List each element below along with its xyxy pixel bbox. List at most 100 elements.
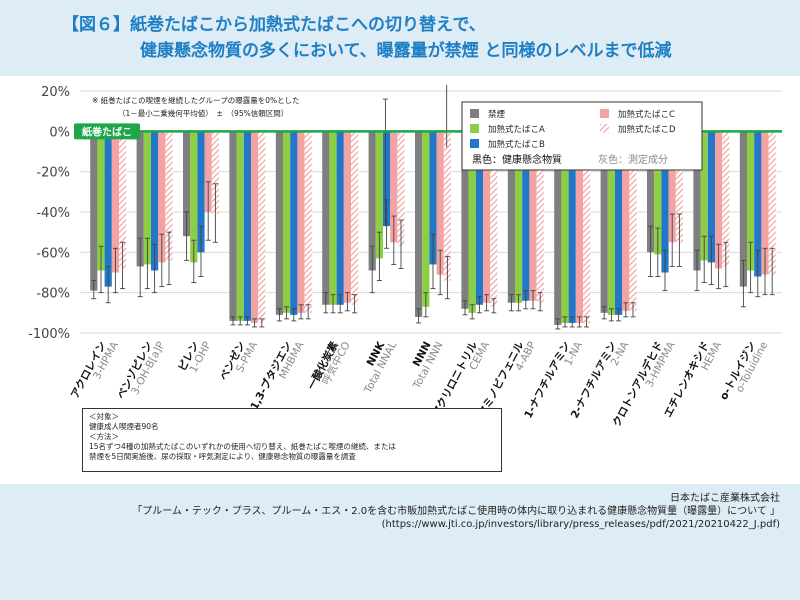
bar [568,131,576,323]
source-url: (https://www.jti.co.jp/investors/library… [381,519,780,530]
y-tick-label: -20% [36,166,70,181]
legend-label: 禁煙 [488,110,506,120]
bar [561,131,569,323]
bar [583,131,591,323]
y-tick-label: 20% [41,85,70,100]
bar [190,131,198,263]
bar [490,131,498,307]
bar [165,131,173,261]
bar [97,131,105,271]
bar [661,131,669,273]
legend-label: 加熱式たばこA [488,124,545,135]
bar [754,131,762,277]
bar [211,131,219,215]
bar [622,131,630,311]
bar [536,131,544,303]
bar [322,131,330,305]
title-line-2: 健康懸念物質の多くにおいて、曝露量が禁煙 と同様のレベルまで低減 [140,41,672,61]
legend-footer-black: 黒色：健康懸念物質 [472,153,562,166]
bar [675,131,683,243]
bar [111,131,119,273]
methods-box: ＜対象＞ 健康成人喫煙者90名 ＜方法＞ 15名ずつ4種の加熱式たばこのいずれか… [82,408,502,472]
legend-swatch [470,109,479,118]
bar [668,131,676,243]
legend: 禁煙 加熱式たばこC 加熱式たばこA 加熱式たばこD 加熱式たばこB 黒色：健康懸念物質 灰… [461,101,703,171]
legend-swatch [600,124,609,133]
bar [600,131,608,313]
bar [119,131,127,269]
bar [397,131,405,247]
bar [197,131,205,253]
bar-series [90,131,776,325]
bar [143,131,151,265]
bar [304,131,312,313]
bar [715,131,723,269]
bar [343,131,351,303]
bar [707,131,715,263]
bar [183,131,191,237]
legend-footer-gray: 灰色：測定成分 [598,153,668,166]
y-axis: 20% 0% -20% -40% -60% -80% -100% [28,85,70,342]
legend-swatch [600,109,609,118]
bar [468,131,476,313]
bar [761,131,769,275]
bar [436,131,444,275]
bar [422,131,430,307]
methods-subject-heading: ＜対象＞ [89,412,119,421]
bar [515,131,523,303]
bar [136,131,144,267]
legend-label: 加熱式たばこD [618,124,676,135]
bar [158,131,166,263]
bar [483,131,491,303]
bar [104,131,112,287]
note-line-2: （1－最小二乗幾何平均値） ± （95%信頼区間） [118,108,288,118]
legend-label: 加熱式たばこC [618,109,675,120]
source-citation: 日本たばこ産業株式会社 「プルーム・テック・プラス、プルーム・エス・2.0を含む… [132,492,780,531]
bar [368,131,376,271]
source-document: 「プルーム・テック・プラス、プルーム・エス・2.0を含む市販加熱式たばこ使用時の… [132,506,780,517]
y-tick-label: -40% [36,206,70,221]
note-line-1: ※ 紙巻たばこの喫煙を継続したグループの曝露量を0%とした [92,95,300,105]
bar [654,131,662,255]
y-tick-label: -100% [28,327,70,342]
bar [615,131,623,315]
bar [629,131,637,311]
error-bars [91,85,775,330]
bar [747,131,755,271]
bar [275,131,283,315]
legend-swatch [470,124,479,133]
bar [243,131,251,321]
bar [90,131,98,291]
bar [251,131,259,323]
bar [575,131,583,323]
title-line-1: 【図６】紙巻たばこから加熱式たばこへの切り替えで、 [62,15,486,35]
bar [290,131,298,315]
bar [607,131,615,315]
bar [390,131,398,243]
bar [329,131,337,305]
bar [375,131,383,259]
bar [283,131,291,313]
y-tick-label: -80% [36,287,70,302]
legend-label: 加熱式たばこB [488,139,545,150]
methods-method-heading: ＜方法＞ [89,432,119,441]
bar [739,131,747,287]
legend-swatch [470,139,479,148]
legend-box [461,101,703,171]
bar [383,131,391,227]
bar [229,131,237,321]
methods-method-text-2: 禁煙を5日間実施後、尿の採取・呼気測定により、健康懸念物質の曝露量を調査 [89,452,356,461]
chart-notes: ※ 紙巻たばこの喫煙を継続したグループの曝露量を0%とした （1－最小二乗幾何平… [92,95,300,118]
methods-method-text-1: 15名ずつ4種の加熱式たばこのいずれかの使用へ切り替え、紙巻たばこ喫煙の継続、ま… [89,442,396,451]
baseline-label-box [74,123,140,140]
baseline-label: 紙巻たばこ [82,125,132,138]
bar [461,131,469,309]
bar [297,131,305,313]
bar [151,131,159,271]
bar [258,131,266,323]
bar [507,131,515,303]
bar [429,131,437,265]
source-org: 日本たばこ産業株式会社 [670,493,780,504]
y-tick-label: 0% [49,125,70,140]
bar [529,131,537,301]
